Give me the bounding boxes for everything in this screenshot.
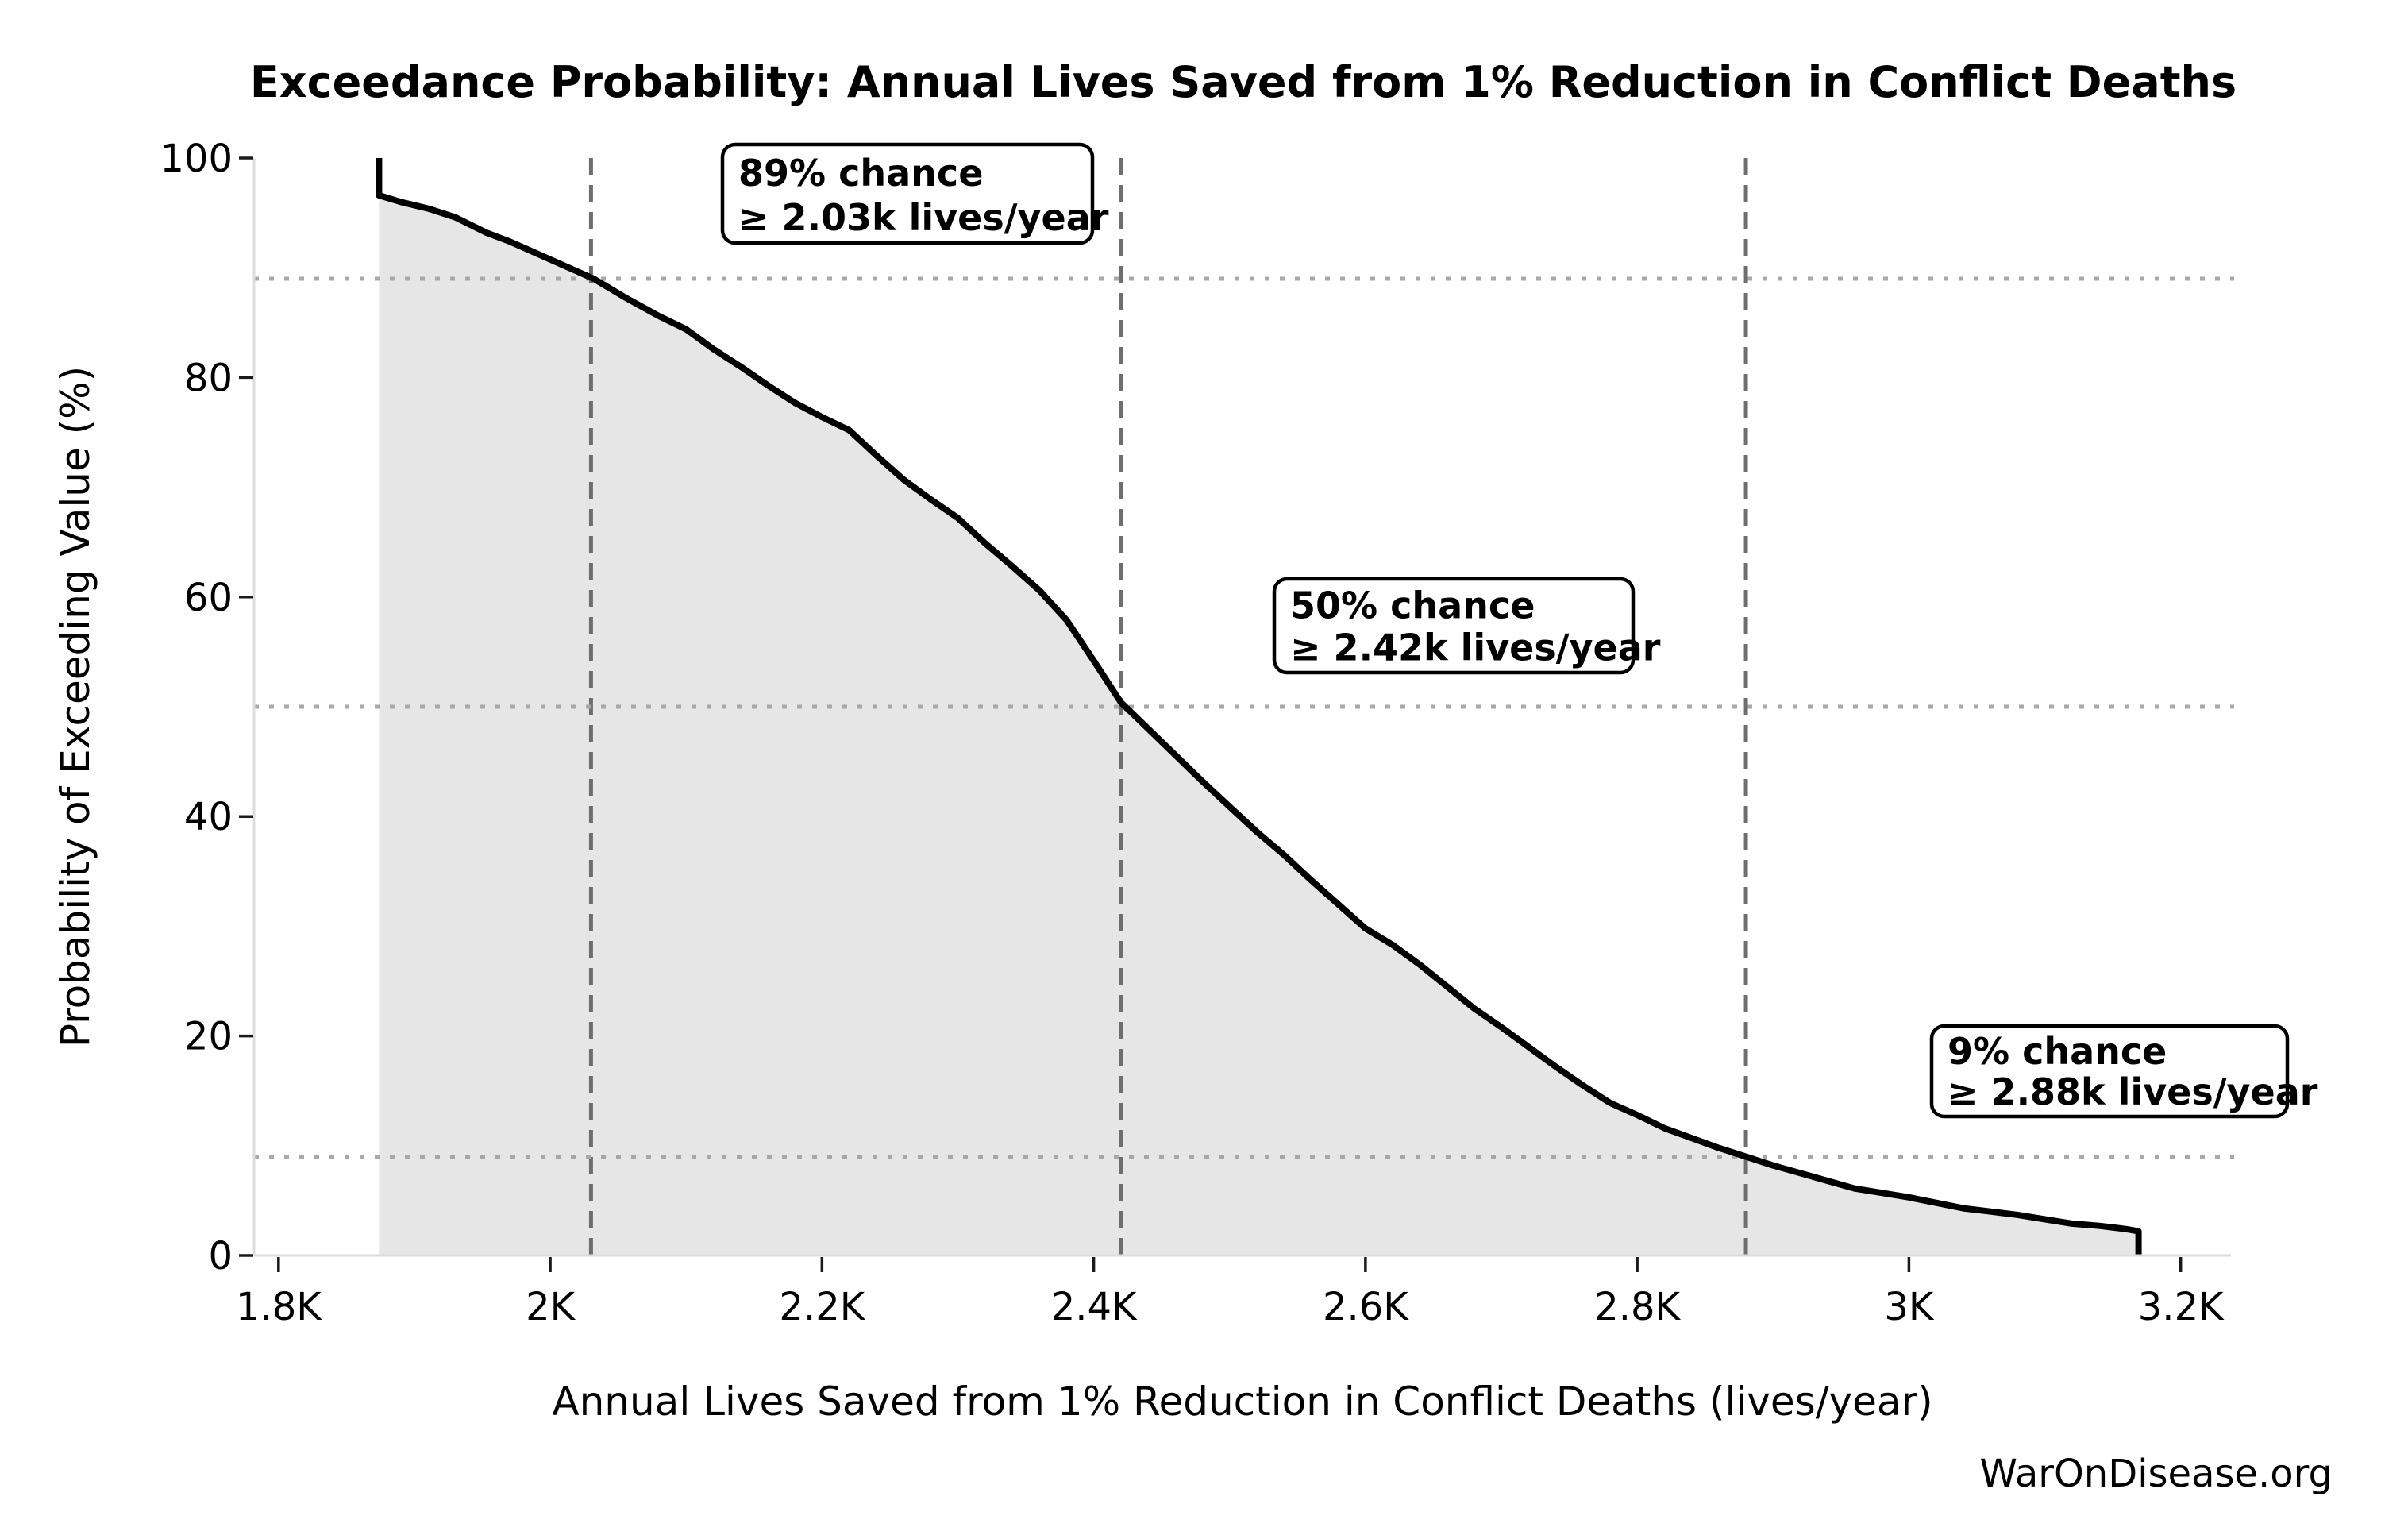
watermark: WarOnDisease.org	[1979, 1452, 2333, 1496]
callout-box	[1272, 577, 1636, 675]
x-tick-label: 2.2K	[779, 1285, 865, 1329]
x-tick-label: 3.2K	[2138, 1285, 2225, 1329]
y-axis-ticks: 0 20 40 60 80 100	[160, 137, 253, 1278]
x-axis-label: Annual Lives Saved from 1% Reduction in …	[552, 1379, 1932, 1425]
y-tick-label: 100	[160, 137, 233, 181]
callout-box	[720, 142, 1095, 245]
y-tick-label: 60	[184, 576, 233, 620]
chart-title: Exceedance Probability: Annual Lives Sav…	[250, 57, 2237, 107]
x-tick-label: 2.8K	[1594, 1285, 1681, 1329]
callout-box	[1929, 1024, 2290, 1119]
callout-line1: 9% chance	[1948, 1030, 2167, 1073]
callout-line2: ≥ 2.42k lives/year	[1290, 627, 1661, 669]
x-tick-label: 2.6K	[1323, 1285, 1409, 1329]
x-tick-label: 2.4K	[1051, 1285, 1138, 1329]
callout-line2: ≥ 2.03k lives/year	[738, 196, 1109, 239]
y-axis-label: Probability of Exceeding Value (%)	[52, 366, 98, 1047]
exceedance-curve	[376, 158, 2142, 1255]
y-tick-label: 40	[184, 795, 233, 839]
annotation-callout: 89% chance≥ 2.03k lives/year	[720, 142, 1109, 245]
y-tick-label: 0	[208, 1234, 233, 1278]
y-tick-label: 20	[184, 1015, 233, 1059]
annotation-callout: 9% chance≥ 2.88k lives/year	[1929, 1024, 2318, 1119]
callout-line1: 50% chance	[1290, 584, 1535, 627]
x-tick-label: 3K	[1884, 1285, 1935, 1329]
y-tick-label: 80	[184, 356, 233, 400]
area-fill	[379, 158, 2139, 1255]
annotation-callout: 50% chance≥ 2.42k lives/year	[1272, 577, 1661, 675]
x-axis-ticks: 1.8K 2K 2.2K 2.4K 2.6K 2.8K 3K 3.2K	[236, 1257, 2225, 1329]
callout-line2: ≥ 2.88k lives/year	[1948, 1070, 2318, 1113]
x-tick-label: 1.8K	[236, 1285, 322, 1329]
callout-line1: 89% chance	[738, 152, 983, 195]
x-tick-label: 2K	[526, 1285, 576, 1329]
